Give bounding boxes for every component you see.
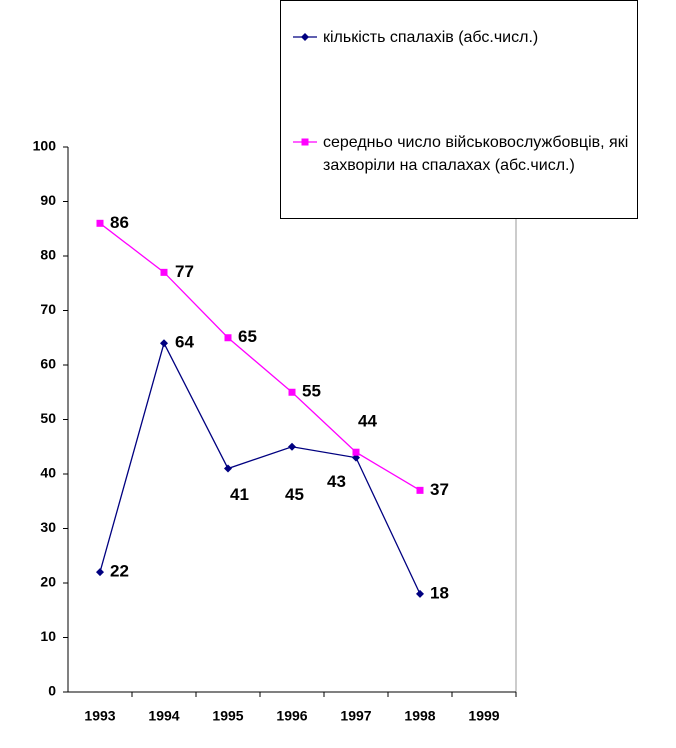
data-label: 44: [358, 412, 377, 431]
data-label: 18: [430, 583, 449, 602]
data-label: 65: [238, 327, 257, 346]
x-tick-label: 1997: [340, 708, 371, 724]
data-label: 64: [175, 333, 194, 352]
y-tick-label: 10: [40, 628, 56, 644]
series-line: [99, 222, 421, 491]
y-tick-label: 90: [40, 192, 56, 208]
legend-entry: середньо число військовослужбовців, які …: [293, 131, 653, 177]
marker: [160, 339, 168, 348]
data-label: 45: [285, 485, 304, 504]
marker: [224, 464, 232, 473]
legend: кількість спалахів (абс.числ.) середньо ч…: [280, 0, 638, 219]
marker: [224, 334, 232, 342]
y-tick-label: 0: [48, 683, 56, 699]
marker: [416, 486, 424, 494]
y-tick-label: 80: [40, 247, 56, 263]
y-tick-label: 40: [40, 465, 56, 481]
legend-swatch: [293, 138, 317, 146]
x-tick-label: 1995: [212, 708, 243, 724]
marker: [288, 442, 296, 451]
x-tick-label: 1998: [404, 708, 435, 724]
y-tick-label: 60: [40, 356, 56, 372]
y-tick-label: 50: [40, 410, 56, 426]
marker: [352, 448, 360, 456]
data-label: 86: [110, 213, 129, 232]
marker: [96, 219, 104, 227]
y-tick-label: 20: [40, 574, 56, 590]
data-label: 41: [230, 485, 249, 504]
marker: [96, 568, 104, 577]
y-tick-label: 70: [40, 301, 56, 317]
data-label: 37: [430, 480, 449, 499]
data-label: 43: [327, 472, 346, 491]
x-tick-label: 1994: [148, 708, 179, 724]
x-tick-label: 1999: [468, 708, 499, 724]
data-label: 55: [302, 382, 321, 401]
marker: [160, 268, 168, 276]
legend-label: кількість спалахів (абс.числ.): [323, 29, 539, 46]
legend-entry: кількість спалахів (абс.числ.): [293, 26, 653, 49]
marker: [301, 138, 309, 146]
y-tick-label: 30: [40, 519, 56, 535]
series-line: [99, 341, 421, 595]
x-tick-label: 1996: [276, 708, 307, 724]
data-label: 77: [175, 262, 194, 281]
x-tick-label: 1993: [84, 708, 115, 724]
y-tick-label: 100: [33, 138, 57, 154]
legend-swatch: [293, 33, 317, 41]
data-label: 22: [110, 562, 129, 581]
marker: [301, 33, 309, 41]
marker: [416, 589, 424, 598]
legend-label: середньо число військовослужбовців, які …: [323, 134, 629, 174]
marker: [288, 388, 296, 396]
